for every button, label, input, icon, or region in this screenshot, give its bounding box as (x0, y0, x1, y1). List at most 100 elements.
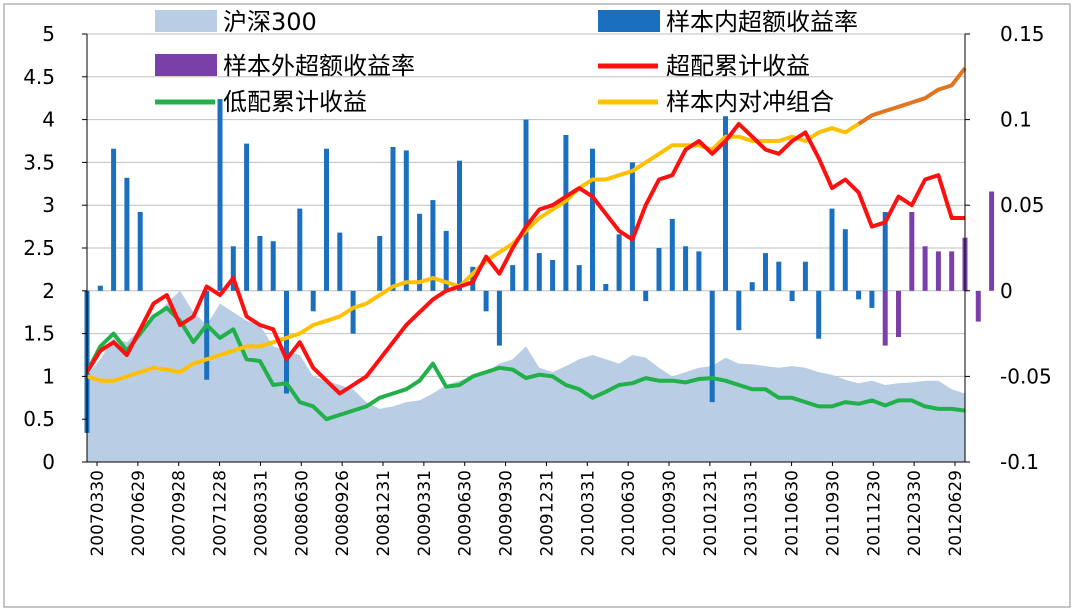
in-sample-excess-bar (217, 99, 223, 291)
right-y-tick-label: 0.15 (1000, 22, 1045, 46)
left-y-axis: 0 0.5 1 1.5 2 2.5 3 3.5 4 4.5 5 (23, 22, 88, 474)
in-sample-excess-bar (629, 162, 635, 291)
in-sample-excess-bar (749, 282, 755, 291)
in-sample-excess-bar (789, 290, 795, 302)
in-sample-excess-bar (882, 212, 888, 291)
in-sample-excess-bar (842, 229, 848, 291)
in-sample-excess-bar (576, 265, 582, 291)
in-sample-excess-bar (723, 116, 728, 291)
x-tick-label: 20100630 (619, 470, 639, 557)
in-sample-excess-bar (669, 218, 675, 291)
in-sample-excess-bar (350, 290, 356, 334)
x-tick-label: 20080331 (251, 470, 271, 557)
in-sample-excess-bar (550, 260, 556, 291)
in-sample-excess-bar (643, 290, 649, 302)
in-sample-excess-bar (417, 213, 423, 291)
out-sample-excess-bar (909, 212, 915, 291)
in-sample-excess-bar (430, 200, 436, 291)
in-sample-excess-bar (403, 150, 409, 291)
x-axis: 20070330 20070629 20070928 20071228 20080331… (88, 462, 966, 557)
legend-label-over_cum: 超配累计收益 (666, 52, 810, 80)
in-sample-excess-bar (496, 290, 502, 346)
in-sample-excess-bar (337, 232, 343, 291)
out-sample-excess-bar (882, 290, 888, 346)
x-tick-label: 20090930 (497, 470, 517, 557)
in-sample-excess-bar (869, 290, 875, 308)
legend-label-under_cum: 低配累计收益 (223, 88, 367, 116)
right-y-tick-label: 0 (1000, 279, 1013, 303)
left-y-tick-label: 3.5 (23, 150, 55, 174)
x-tick-label: 20080630 (292, 470, 312, 557)
in-sample-excess-bar (616, 234, 622, 291)
in-sample-excess-bar (230, 246, 236, 291)
x-tick-label: 20110331 (742, 470, 762, 557)
in-sample-excess-bar (324, 148, 329, 291)
in-sample-excess-bar (257, 236, 263, 291)
in-sample-excess-bar (124, 177, 130, 291)
in-sample-excess-bar (457, 160, 462, 291)
in-sample-excess-bar (137, 212, 143, 291)
legend-item-out_excess: 样本外超额收益率 (155, 52, 415, 80)
left-y-tick-label: 1 (42, 364, 55, 388)
hedge-portfolio-out-sample-line (857, 66, 967, 126)
legend-label-in_excess: 样本内超额收益率 (666, 8, 858, 36)
legend-swatch-in_excess (598, 10, 660, 32)
legend-item-hedge: 样本内对冲组合 (598, 88, 834, 116)
in-sample-excess-bar (390, 147, 396, 291)
right-y-tick-label: -0.05 (1000, 364, 1052, 388)
in-sample-excess-bar (483, 290, 489, 312)
in-sample-excess-bar (310, 290, 316, 312)
x-tick-label: 20090630 (456, 470, 476, 557)
left-y-tick-label: 4 (42, 108, 55, 132)
right-y-axis: -0.1 -0.05 0 0.05 0.1 0.15 (964, 22, 1052, 474)
x-tick-label: 20091231 (537, 470, 557, 557)
x-tick-label: 20070629 (129, 470, 149, 557)
left-y-tick-label: 3 (42, 193, 55, 217)
in-sample-excess-bar (763, 253, 768, 291)
in-sample-excess-bar (709, 290, 715, 403)
in-sample-excess-bar (776, 261, 782, 291)
in-sample-excess-bar (590, 148, 595, 291)
in-sample-excess-bar (377, 236, 383, 291)
x-tick-label: 20110630 (783, 470, 803, 557)
in-sample-excess-bar (829, 208, 835, 291)
in-sample-excess-bar (97, 285, 103, 291)
legend-swatch-out_excess (155, 54, 217, 76)
x-tick-label: 20100930 (660, 470, 680, 557)
in-sample-excess-bar (284, 290, 289, 394)
x-tick-label: 20081231 (374, 470, 394, 557)
legend-item-in_excess: 样本内超额收益率 (598, 8, 858, 36)
underweight-cumulative-line (85, 305, 966, 422)
right-y-tick-label: 0.05 (1000, 193, 1045, 217)
out-sample-excess-bar (922, 246, 928, 291)
legend-item-over_cum: 超配累计收益 (598, 52, 810, 80)
in-sample-excess-bar (802, 261, 808, 291)
x-tick-label: 20111230 (864, 470, 884, 557)
in-sample-excess-bar (510, 265, 516, 291)
left-y-tick-label: 2 (42, 279, 55, 303)
in-sample-excess-bar (856, 290, 862, 300)
in-sample-excess-bar (736, 290, 742, 331)
x-tick-label: 20100331 (578, 470, 598, 557)
left-y-tick-label: 0 (42, 450, 55, 474)
in-sample-excess-bar (523, 119, 529, 291)
in-sample-excess-bar (816, 290, 822, 339)
left-y-tick-label: 1.5 (23, 322, 55, 346)
x-tick-label: 20071228 (211, 470, 231, 557)
in-sample-excess-bar (244, 143, 250, 291)
right-y-tick-label: 0.1 (1000, 108, 1032, 132)
in-sample-excess-bar (443, 230, 449, 291)
x-tick-label: 20070330 (88, 470, 108, 557)
out-sample-excess-bar (935, 251, 941, 291)
x-tick-label: 20101231 (701, 470, 721, 557)
in-sample-excess-bar (111, 148, 117, 291)
cumulative-lines-group (85, 66, 967, 422)
left-y-tick-label: 4.5 (23, 65, 55, 89)
in-sample-excess-bar (270, 241, 276, 291)
right-y-tick-label: -0.1 (1000, 450, 1039, 474)
out-sample-excess-bar (949, 251, 955, 291)
legend-item-hs300: 沪深300 (155, 8, 317, 36)
